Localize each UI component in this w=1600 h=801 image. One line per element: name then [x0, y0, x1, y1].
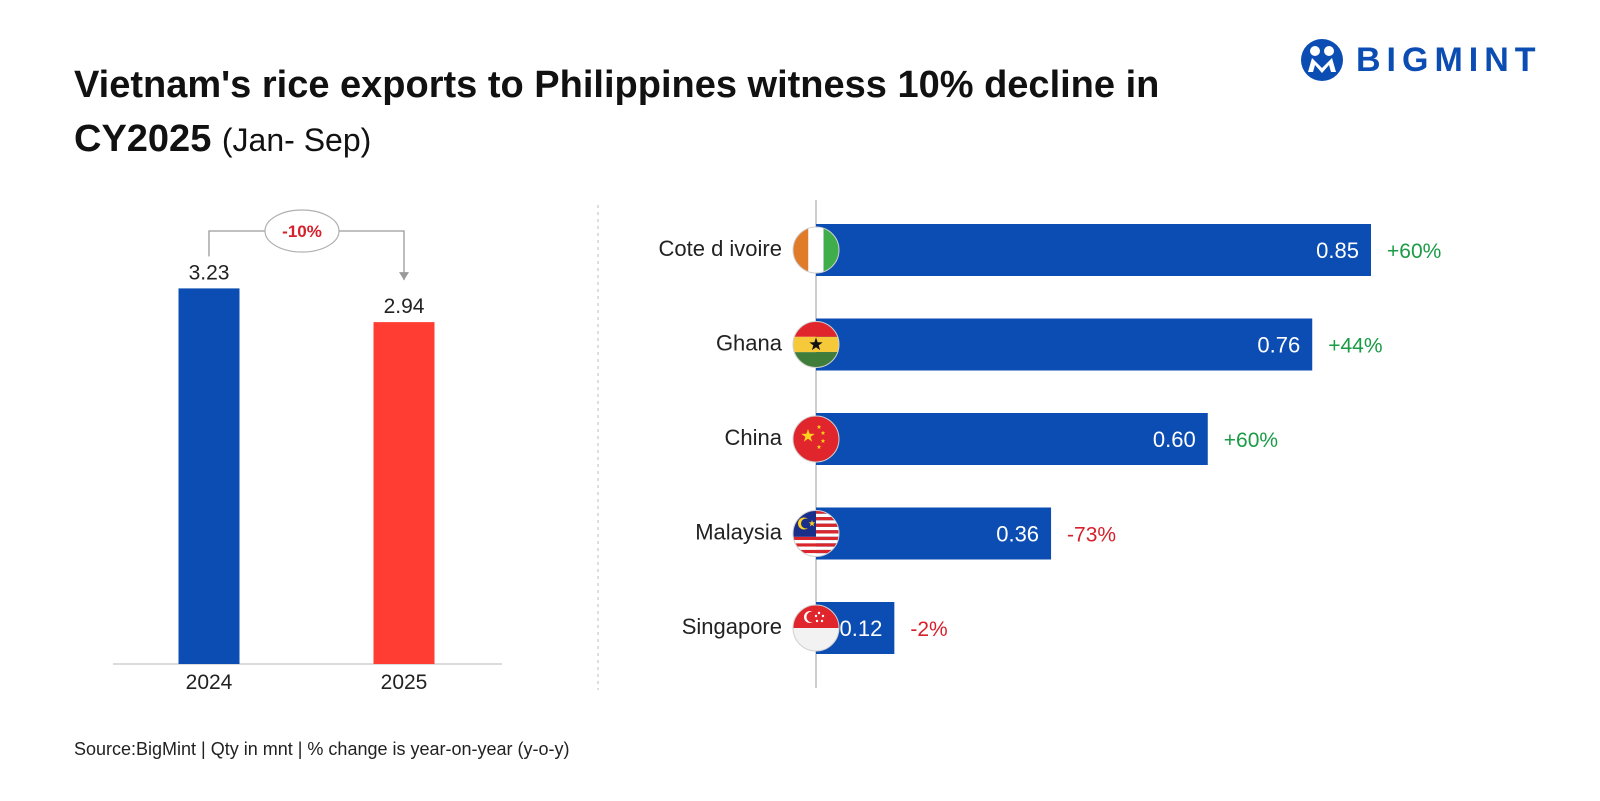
- cote-divoire-flag-icon: [792, 226, 840, 274]
- category-label-china: China: [725, 425, 783, 450]
- bigmint-logo-icon: [1301, 39, 1343, 81]
- ghana-flag-icon: [792, 321, 840, 368]
- value-label-singapore: 0.12: [840, 616, 883, 641]
- category-label-2024: 2024: [186, 671, 233, 694]
- change-badge: [264, 209, 340, 253]
- value-label-china: 0.60: [1153, 427, 1196, 452]
- value-label-ghana: 0.76: [1257, 333, 1300, 358]
- category-label-singapore: Singapore: [682, 614, 782, 639]
- change-label-malaysia: -73%: [1067, 524, 1116, 547]
- bar-2024: [178, 288, 240, 664]
- category-label-ghana: Ghana: [716, 331, 783, 356]
- bar-2025: [373, 322, 435, 664]
- bar-ghana: [816, 318, 1313, 371]
- malaysia-flag-icon: [792, 510, 840, 557]
- singapore-flag-icon: [792, 604, 840, 652]
- change-label-ghana: +44%: [1328, 335, 1382, 358]
- value-label-2025: 2.94: [384, 295, 425, 318]
- change-label-cote-d-ivoire: +60%: [1387, 240, 1441, 263]
- value-label-malaysia: 0.36: [996, 522, 1039, 547]
- connector-arrowhead: [399, 272, 409, 281]
- bar-china: [816, 413, 1208, 465]
- country-bar-chart: 0.85 +60% Cote d ivoire 0.76 +44% Ghana 0.60 +6…: [658, 224, 1441, 654]
- change-label-china: +60%: [1224, 429, 1278, 452]
- source-note: Source:BigMint | Qty in mnt | % change i…: [74, 739, 570, 759]
- value-label-cote-d-ivoire: 0.85: [1316, 238, 1359, 263]
- category-label-malaysia: Malaysia: [695, 520, 783, 545]
- yearly-comparison-chart: 3.23 2024 2.94 2025 -10%: [178, 209, 435, 694]
- title-main: Vietnam's rice exports to Philippines wi…: [74, 64, 1160, 160]
- title-subtitle: (Jan- Sep): [221, 122, 372, 158]
- change-label-singapore: -2%: [910, 618, 947, 641]
- china-flag-icon: [792, 415, 840, 463]
- value-label-2024: 3.23: [189, 261, 230, 284]
- chart-title: Vietnam's rice exports to Philippines wi…: [74, 58, 1224, 167]
- bar-cote-d-ivoire: [816, 224, 1371, 276]
- change-badge-label: -10%: [282, 222, 322, 241]
- category-label-cote-d-ivoire: Cote d ivoire: [658, 236, 782, 261]
- logo-text: BIGMINT: [1356, 40, 1542, 79]
- bigmint-logo: BIGMINT: [1300, 38, 1542, 82]
- bar-malaysia: [816, 507, 1052, 560]
- category-label-2025: 2025: [381, 671, 428, 694]
